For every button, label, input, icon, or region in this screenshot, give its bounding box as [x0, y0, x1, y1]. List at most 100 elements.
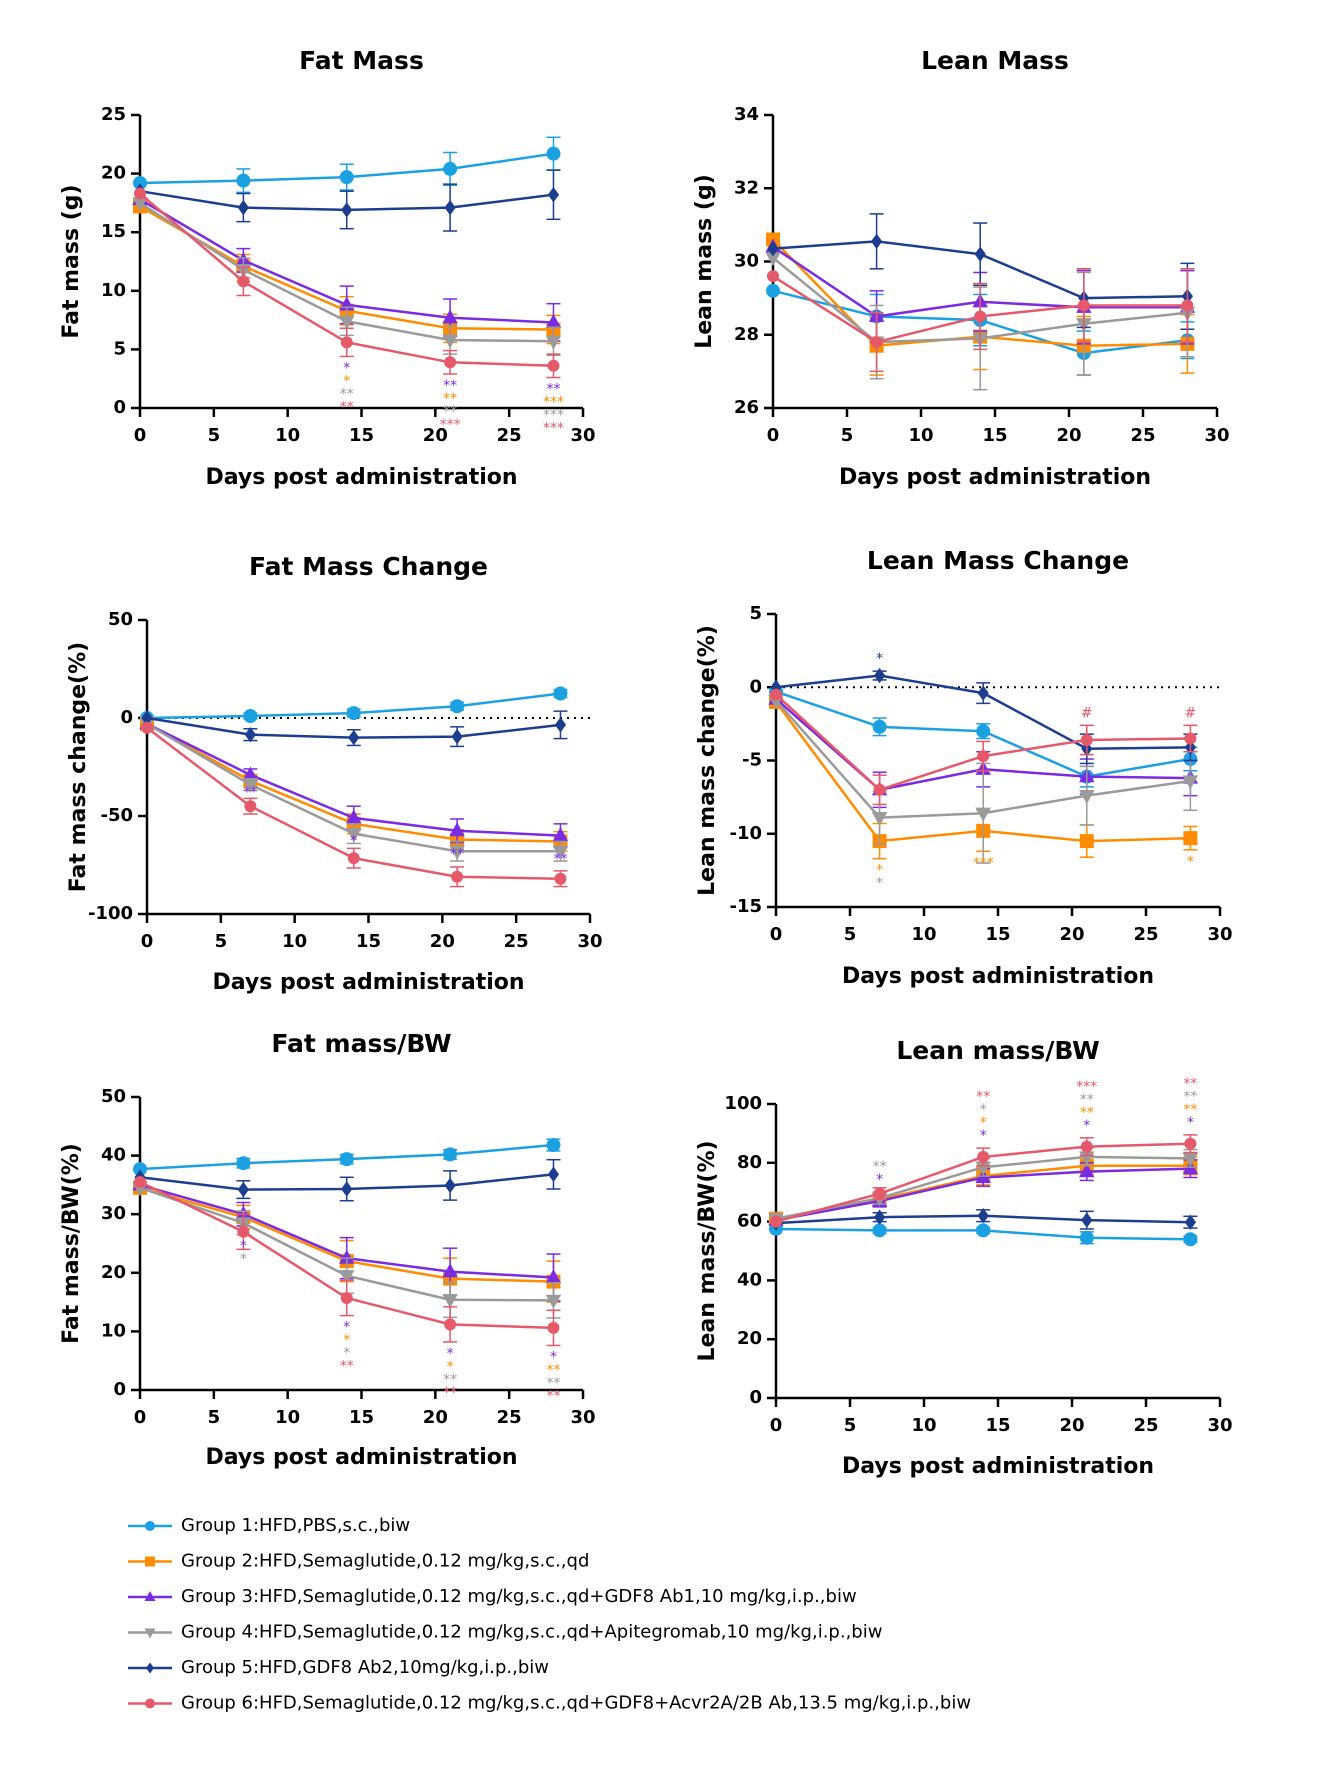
marker — [237, 199, 249, 216]
marker — [1079, 1230, 1094, 1245]
significance-label: * — [876, 1172, 883, 1188]
marker — [348, 729, 360, 746]
significance-label: * — [343, 1346, 350, 1362]
chart-title: Lean Mass Change — [867, 546, 1129, 575]
marker — [872, 719, 887, 734]
marker — [976, 1223, 991, 1238]
significance-label: ** — [546, 1362, 560, 1378]
chart-title: Lean Mass — [921, 46, 1069, 75]
x-tick-label: 5 — [841, 425, 854, 446]
chart-panel: Fat Mass Days post administration Fat mass… — [59, 46, 596, 490]
marker — [444, 356, 457, 369]
marker — [767, 240, 779, 257]
marker — [144, 1628, 156, 1639]
marker — [134, 187, 146, 200]
significance-label: * — [240, 1239, 247, 1255]
marker — [341, 1181, 353, 1197]
marker — [339, 170, 354, 185]
marker — [442, 309, 458, 324]
legend: Group 1:HFD,PBS,s.c.,biw Group 2:HFD,Sema… — [128, 1515, 971, 1714]
marker — [340, 336, 353, 349]
x-tick-label: 20 — [1056, 425, 1081, 446]
marker — [449, 822, 465, 837]
x-tick-label: 5 — [208, 425, 221, 446]
y-tick-label: 50 — [108, 609, 133, 630]
x-axis-label: Days post administration — [839, 465, 1151, 490]
x-tick-label: 10 — [911, 1415, 936, 1436]
y-axis-label: Fat mass change(%) — [66, 642, 91, 892]
y-tick-label: 0 — [120, 707, 133, 728]
x-tick-label: 20 — [1059, 924, 1084, 945]
x-tick-label: 30 — [1207, 924, 1232, 945]
x-tick-label: 15 — [356, 931, 381, 952]
marker — [547, 359, 560, 372]
y-tick-label: -100 — [88, 903, 133, 924]
marker — [1080, 733, 1093, 746]
marker — [874, 1209, 886, 1225]
y-tick-label: 10 — [101, 1320, 126, 1341]
x-tick-label: 20 — [430, 931, 455, 952]
marker — [873, 783, 886, 796]
marker — [451, 870, 464, 883]
chart-panel: Fat Mass Change Days post administration F… — [66, 552, 603, 995]
chart-panel: Lean Mass Days post administration Lean ma… — [692, 46, 1230, 490]
marker — [141, 710, 153, 726]
significance-label: ** — [443, 391, 457, 407]
chart-title: Lean mass/BW — [896, 1036, 1099, 1065]
marker — [871, 233, 883, 250]
significance-label: * — [1187, 854, 1194, 870]
y-axis-label: Lean mass (g) — [692, 174, 717, 349]
marker — [553, 686, 568, 701]
y-tick-label: 20 — [101, 163, 126, 184]
marker — [442, 334, 458, 349]
significance-label: ** — [1183, 1089, 1197, 1105]
significance-label: * — [343, 1333, 350, 1349]
marker — [552, 827, 569, 842]
marker — [1184, 1137, 1197, 1150]
marker — [977, 1150, 990, 1163]
x-tick-label: 10 — [275, 425, 300, 446]
marker — [237, 1225, 250, 1238]
marker — [347, 852, 360, 865]
significance-label: ** — [546, 1388, 560, 1404]
y-tick-label: 32 — [734, 177, 759, 198]
marker — [444, 1318, 457, 1331]
marker — [546, 1138, 561, 1153]
marker — [145, 1521, 155, 1531]
marker — [977, 1208, 989, 1224]
marker — [1081, 1212, 1093, 1228]
significance-label: ** — [553, 851, 567, 867]
significance-label: * — [1083, 1118, 1090, 1134]
x-axis-label: Days post administration — [205, 1445, 517, 1470]
y-tick-label: 0 — [113, 1379, 126, 1400]
marker — [132, 197, 148, 212]
chart-title: Fat Mass — [299, 46, 424, 75]
marker — [133, 175, 147, 190]
x-tick-label: 0 — [141, 931, 154, 952]
significance-label: * — [240, 1252, 247, 1268]
x-tick-label: 15 — [349, 1407, 374, 1428]
marker — [1184, 1214, 1196, 1230]
significance-label: # — [1081, 705, 1093, 721]
x-axis-label: Days post administration — [205, 465, 517, 490]
marker — [1182, 775, 1199, 790]
y-tick-label: -5 — [742, 750, 762, 771]
marker — [976, 724, 991, 739]
marker — [547, 1166, 560, 1183]
marker — [237, 1181, 249, 1198]
marker — [443, 1147, 458, 1162]
marker — [134, 1175, 146, 1188]
x-tick-label: 30 — [1207, 1415, 1232, 1436]
marker — [346, 828, 362, 843]
chart-title: Fat Mass Change — [249, 552, 488, 581]
marker — [145, 1556, 155, 1567]
x-tick-label: 0 — [770, 924, 783, 945]
marker — [873, 1187, 886, 1200]
significance-label: *** — [973, 855, 994, 871]
marker — [144, 1591, 156, 1601]
significance-label: *** — [1076, 1079, 1097, 1095]
significance-label: ** — [340, 399, 354, 415]
marker — [242, 779, 259, 794]
marker — [451, 728, 463, 745]
